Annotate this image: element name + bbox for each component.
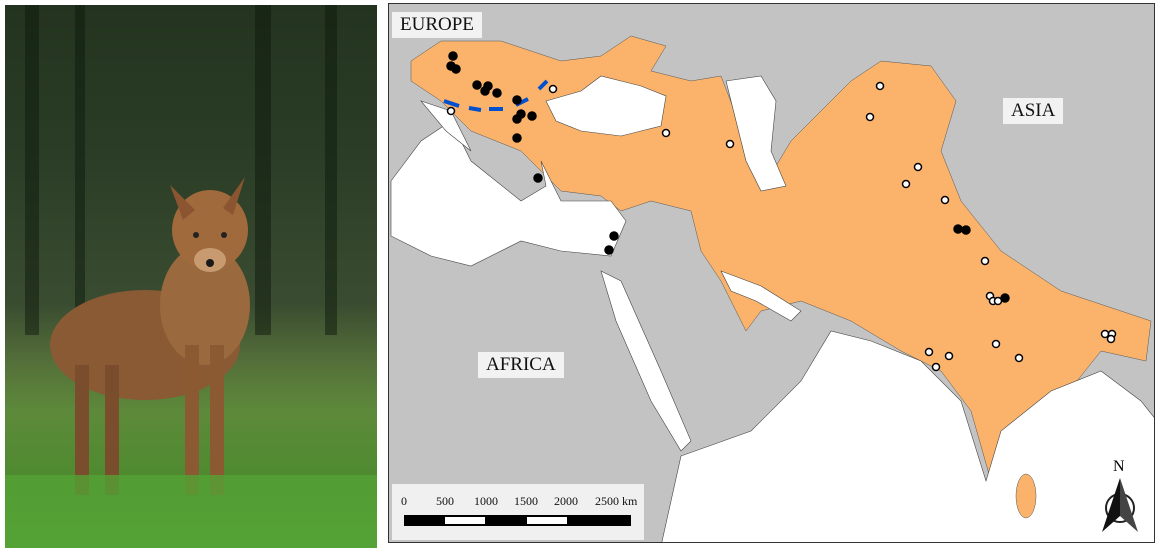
record-point-white [1014,353,1024,363]
record-point-white [991,339,1001,349]
record-point-white [875,81,885,91]
label-africa: AFRICA [478,352,564,378]
jackal-range-map [388,3,1155,543]
mediterranean-sea [390,120,627,267]
scale-tick: 2500 km [595,494,638,508]
record-point-black [533,173,543,183]
record-points [446,51,1117,372]
record-point-white [725,139,735,149]
record-point-black [604,245,614,255]
record-point-black [527,111,537,121]
record-point-black [512,133,522,143]
caspian-sea [725,75,787,192]
jackal-illustration [5,5,377,548]
record-point-white [661,128,671,138]
record-point-black [483,81,493,91]
scale-tick: 1000 [474,494,498,508]
record-point-white [993,296,1003,306]
black-sea [545,75,667,137]
north-arrow: N [1098,458,1142,538]
scale-bar [392,484,644,540]
record-point-black [512,95,522,105]
record-point-white [865,112,875,122]
record-point-black [512,114,522,124]
record-point-white [913,162,923,172]
record-point-black [448,51,458,61]
record-point-white [980,256,990,266]
record-point-black [953,224,963,234]
scale-tick: 1500 [514,494,538,508]
boundary-dash [537,79,549,91]
range-area [410,35,1152,502]
boundary-dash [443,99,460,108]
record-point-white [931,362,941,372]
north-label: N [1113,458,1125,475]
jackal-photo [5,5,377,548]
adriatic-sea [420,100,472,152]
label-europe: EUROPE [392,12,482,38]
label-asia: ASIA [1003,98,1064,124]
record-point-white [944,351,954,361]
scale-tick: 2000 [554,494,578,508]
record-point-white [548,84,558,94]
record-point-white [924,347,934,357]
record-point-black [472,80,482,90]
record-point-black [961,225,971,235]
record-point-white [901,179,911,189]
record-point-white [446,106,456,116]
red-sea [600,270,692,452]
record-point-white [1100,329,1110,339]
record-point-black [609,231,619,241]
sri-lanka [1015,473,1037,519]
record-point-white [940,195,950,205]
persian-gulf [720,270,802,322]
record-point-black [492,88,502,98]
boundary-dash [468,106,482,112]
record-point-white [1106,334,1116,344]
map-canvas [389,4,1154,542]
record-point-black [451,64,461,74]
scale-tick: 500 [436,494,454,508]
scale-tick: 0 [401,494,407,508]
